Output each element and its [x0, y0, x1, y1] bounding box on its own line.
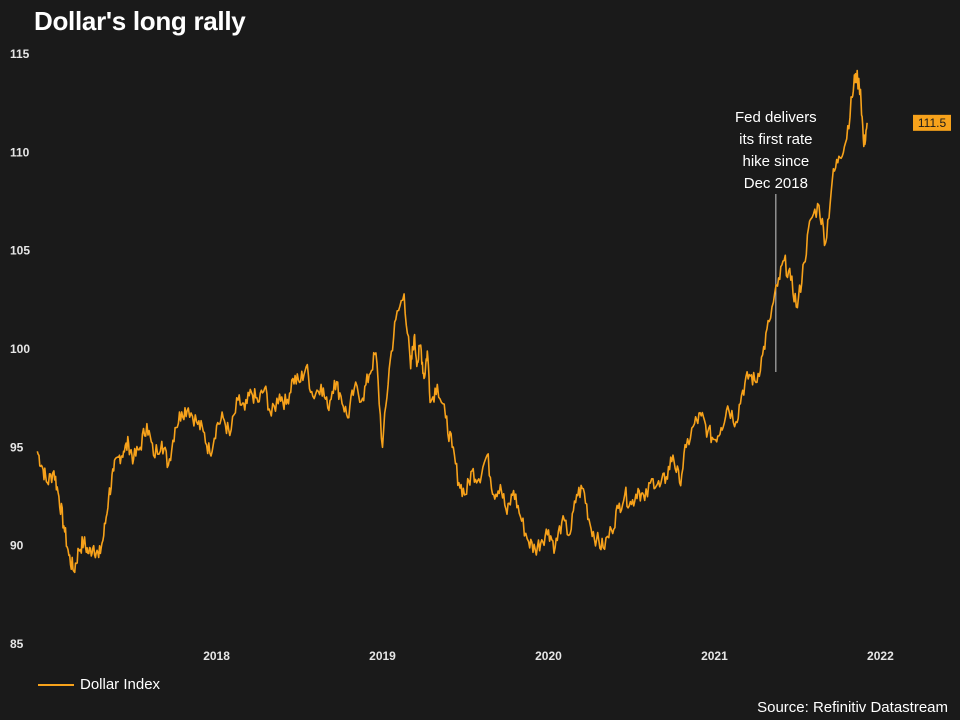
last-value-box [913, 114, 951, 131]
legend: Dollar Index [38, 676, 160, 693]
x-tick-label: 2019 [369, 649, 396, 663]
last-value-marker: 111.5 [913, 114, 951, 131]
x-tick-label: 2021 [701, 649, 728, 663]
series-line-dollar-index [36, 69, 868, 574]
y-tick-label: 90 [10, 539, 24, 553]
y-axis: 115 110 105 100 95 90 85 [10, 47, 30, 651]
chart-title: Dollar's long rally [34, 6, 246, 36]
last-value-text: 111.5 [918, 116, 947, 130]
fed-annotation: Fed delivers its first rate hike since Dec … [735, 109, 817, 372]
legend-swatch [38, 683, 74, 686]
annotation-text: Dec 2018 [744, 175, 808, 192]
legend-label: Dollar Index [80, 676, 161, 693]
x-tick-label: 2022 [867, 649, 894, 663]
annotation-text: Fed delivers [735, 109, 817, 126]
annotation-text: its first rate [739, 131, 812, 148]
y-tick-label: 95 [10, 440, 24, 454]
x-axis: 2018 2019 2020 2021 2022 [203, 649, 894, 663]
series-group [36, 69, 868, 574]
source-note: Source: Refinitiv Datastream [757, 699, 948, 716]
y-tick-label: 100 [10, 342, 30, 356]
y-tick-label: 110 [10, 145, 30, 159]
y-tick-label: 105 [10, 244, 30, 258]
y-tick-label: 115 [10, 47, 30, 61]
y-tick-label: 85 [10, 637, 24, 651]
x-tick-label: 2020 [535, 649, 562, 663]
x-tick-label: 2018 [203, 649, 230, 663]
annotation-text: hike since [742, 153, 809, 170]
